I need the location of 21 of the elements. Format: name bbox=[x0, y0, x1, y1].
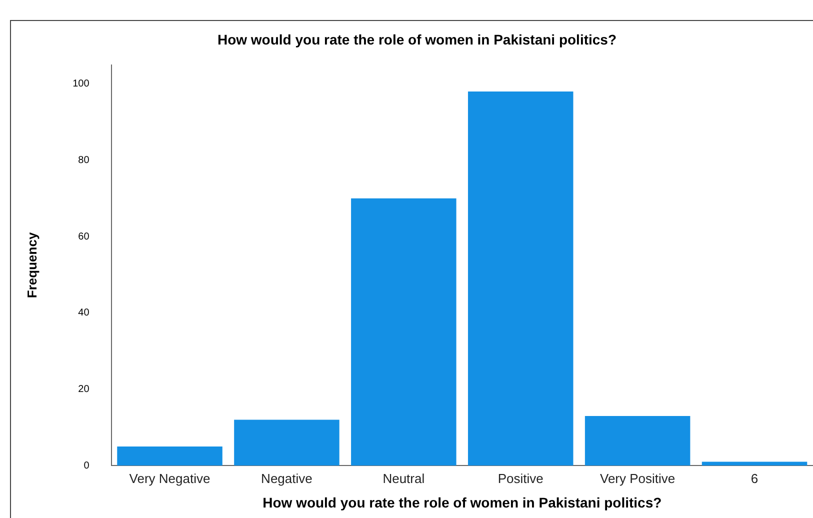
y-tick-label: 60 bbox=[78, 231, 90, 242]
bar bbox=[702, 462, 808, 466]
x-tick-label: Very Positive bbox=[600, 470, 676, 486]
bar bbox=[351, 198, 456, 466]
x-tick-label: Positive bbox=[498, 470, 544, 486]
x-tick-label: 6 bbox=[750, 470, 758, 486]
y-tick-label: 20 bbox=[78, 384, 90, 396]
x-tick-label: Neutral bbox=[382, 470, 425, 486]
bar bbox=[234, 420, 340, 466]
y-tick-label: 0 bbox=[84, 460, 90, 472]
x-tick-label: Very Negative bbox=[129, 470, 210, 486]
y-axis-title: Frequency bbox=[24, 232, 40, 298]
y-tick-label: 80 bbox=[78, 154, 90, 166]
bar bbox=[117, 446, 222, 466]
bar bbox=[584, 416, 690, 466]
chart-title: How would you rate the role of women in Pakistani politics? bbox=[217, 31, 617, 48]
bar bbox=[468, 92, 574, 466]
y-tick-label: 40 bbox=[78, 308, 90, 319]
y-tick-label: 100 bbox=[72, 78, 90, 90]
x-axis-title: How would you rate the role of women in Pakistani politics? bbox=[262, 494, 662, 510]
x-tick-label: Negative bbox=[261, 470, 312, 486]
